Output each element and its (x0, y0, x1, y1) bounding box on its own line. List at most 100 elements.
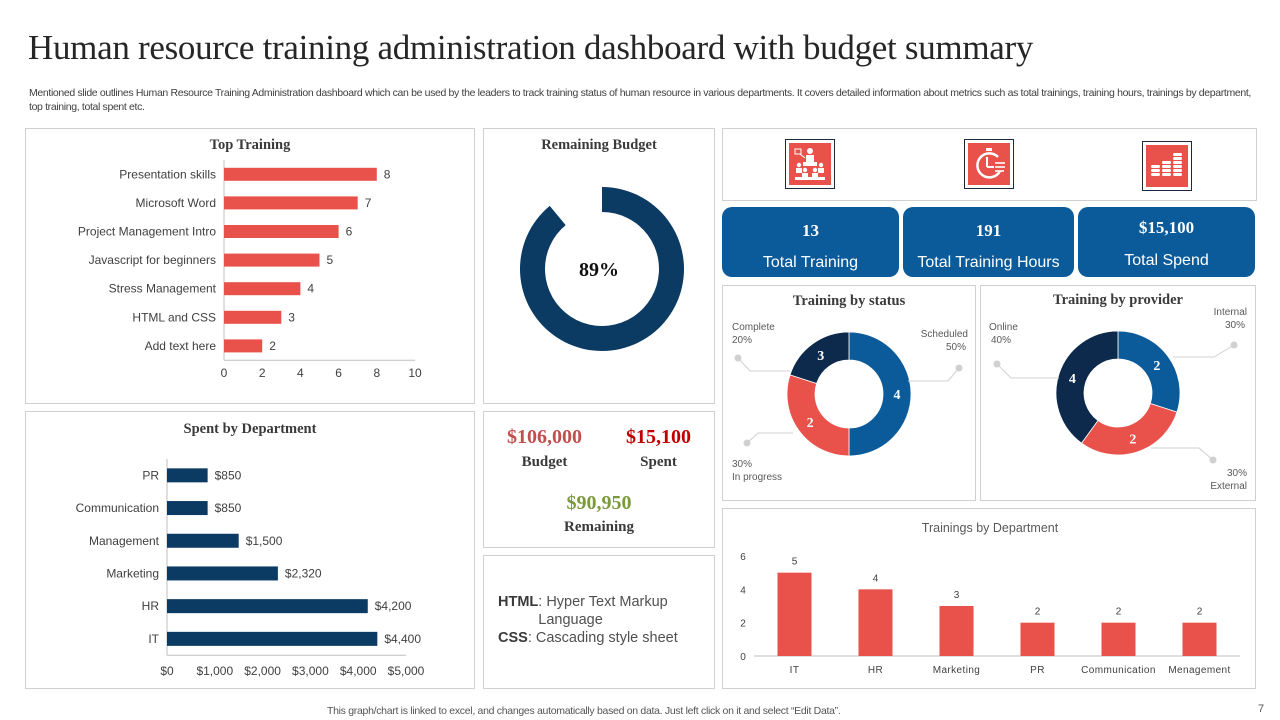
css-term: CSS (498, 630, 528, 646)
bar (777, 572, 812, 656)
trainings-by-department-panel: Trainings by Department 0 2 4 6 5 IT 4 HR 3 Market… (722, 508, 1256, 689)
data-label: $850 (215, 468, 242, 482)
x-tick-label: 4 (297, 366, 304, 380)
x-tick-label: 8 (373, 366, 380, 380)
remaining-label: Remaining (563, 519, 634, 535)
bar (167, 501, 208, 516)
data-label: 4 (307, 282, 314, 296)
training-presentation-icon (785, 139, 835, 189)
data-label: $4,400 (384, 632, 421, 646)
css-definition: : Cascading style sheet (527, 630, 678, 646)
data-label: $1,500 (246, 534, 283, 548)
leader-line (908, 367, 960, 382)
bar (1020, 622, 1055, 656)
leader-line (1173, 344, 1235, 358)
stopwatch-icon (964, 139, 1014, 189)
segment-value-label: 2 (1129, 433, 1136, 448)
glossary-panel: HTML: Hyper Text Markup Language CSS: Ca… (483, 555, 715, 689)
bar (167, 566, 278, 581)
bar (224, 310, 282, 324)
slice-label: 30% (1227, 468, 1247, 479)
glossary-text: HTML: Hyper Text Markup Language CSS: Ca… (498, 593, 688, 647)
remaining-budget-title: Remaining Budget (541, 137, 657, 153)
x-tick-label: $2,000 (244, 664, 281, 678)
leader-dot (743, 439, 751, 447)
leader-dot (1209, 456, 1217, 464)
data-label: 8 (384, 167, 391, 181)
x-tick-label: $0 (160, 664, 174, 678)
bar (858, 589, 893, 656)
slice-label: Online (989, 322, 1018, 333)
donut-segment (1117, 330, 1181, 413)
category-label: Microsoft Word (136, 196, 216, 210)
bar (224, 225, 339, 238)
category-label: HR (142, 599, 160, 613)
bar (224, 167, 377, 181)
kpi-total-spend[interactable]: $15,100 Total Spend (1078, 207, 1255, 277)
slice-label: 20% (732, 335, 752, 346)
x-tick-label: IT (790, 665, 800, 676)
remaining-value: $90,950 (566, 492, 632, 514)
bar (167, 533, 239, 548)
kpi-value: $15,100 (1138, 218, 1195, 237)
category-label: IT (148, 632, 159, 646)
bar (939, 606, 974, 656)
segment-value-label: 2 (807, 416, 814, 431)
segment-value-label: 3 (817, 349, 824, 364)
data-label: 2 (269, 339, 276, 353)
bar (224, 282, 301, 296)
budget-value: $106,000 (507, 426, 582, 448)
coin-stacks-icon (1142, 141, 1192, 191)
x-tick-label: Communication (1081, 665, 1156, 676)
x-tick-label: 6 (335, 366, 342, 380)
donut-remaining-segment (520, 187, 684, 352)
slice-label: 30% (1225, 320, 1245, 331)
slice-label: 30% (732, 459, 752, 470)
kpi-total-training-hours[interactable]: 191 Total Training Hours (903, 207, 1074, 277)
donut-segment (789, 331, 850, 384)
training-by-provider-chart[interactable]: 2 2 4 Internal 30% 30% External Online 40% (981, 286, 1257, 502)
slice-label: 40% (991, 335, 1011, 346)
segment-value-label: 2 (1153, 359, 1160, 374)
slice-label: In progress (732, 472, 782, 483)
leader-dot (1230, 341, 1238, 349)
bar (224, 196, 358, 210)
slice-label: Internal (1214, 307, 1247, 318)
x-tick-label: Marketing (933, 665, 981, 676)
spent-label: Spent (640, 454, 677, 470)
training-by-provider-panel: Training by provider 2 2 4 Internal 30% 30% Ex… (980, 285, 1256, 501)
category-label: PR (142, 468, 159, 482)
page-title: Human resource training administration d… (28, 28, 1034, 67)
bar (224, 339, 263, 353)
category-label: Project Management Intro (78, 225, 216, 239)
spent-by-department-panel: Spent by Department PR $850 Communication $… (25, 411, 475, 689)
remaining-budget-chart[interactable]: 89% (484, 129, 716, 405)
leader-line (737, 357, 790, 372)
training-by-status-panel: Training by status 4 2 3 Scheduled 50% 30% In … (722, 285, 976, 501)
data-label: 4 (873, 573, 879, 584)
top-training-title: Top Training (209, 137, 291, 153)
data-label: 3 (288, 310, 295, 324)
leader-line (746, 432, 793, 444)
chart-title: Trainings by Department (922, 521, 1059, 535)
trainings-by-department-chart[interactable]: Trainings by Department 0 2 4 6 5 IT 4 HR 3 Market… (723, 509, 1257, 690)
data-label: $2,320 (285, 566, 322, 580)
x-tick-label: 2 (259, 366, 266, 380)
training-by-status-chart[interactable]: 4 2 3 Scheduled 50% 30% In progress Complete 20% (723, 286, 977, 502)
category-label: HTML and CSS (132, 310, 216, 324)
html-term: HTML (498, 594, 539, 610)
data-label: $850 (215, 501, 242, 515)
remaining-budget-panel: Remaining Budget 89% (483, 128, 715, 404)
x-tick-label: $1,000 (196, 664, 233, 678)
x-tick-label: $3,000 (292, 664, 329, 678)
slice-label: 50% (946, 342, 966, 353)
bar (1182, 622, 1217, 656)
data-label: 3 (954, 590, 960, 601)
category-label: Stress Management (109, 282, 217, 296)
top-training-chart[interactable]: Presentation skills 8 Microsoft Word 7 Proje… (26, 129, 476, 405)
leader-dot (734, 354, 742, 362)
kpi-total-training[interactable]: 13 Total Training (722, 207, 899, 277)
spent-by-department-chart[interactable]: PR $850 Communication $850 Management $1,500 M… (26, 412, 476, 690)
kpi-label: Total Training Hours (917, 254, 1060, 271)
icons-panel (722, 128, 1257, 201)
